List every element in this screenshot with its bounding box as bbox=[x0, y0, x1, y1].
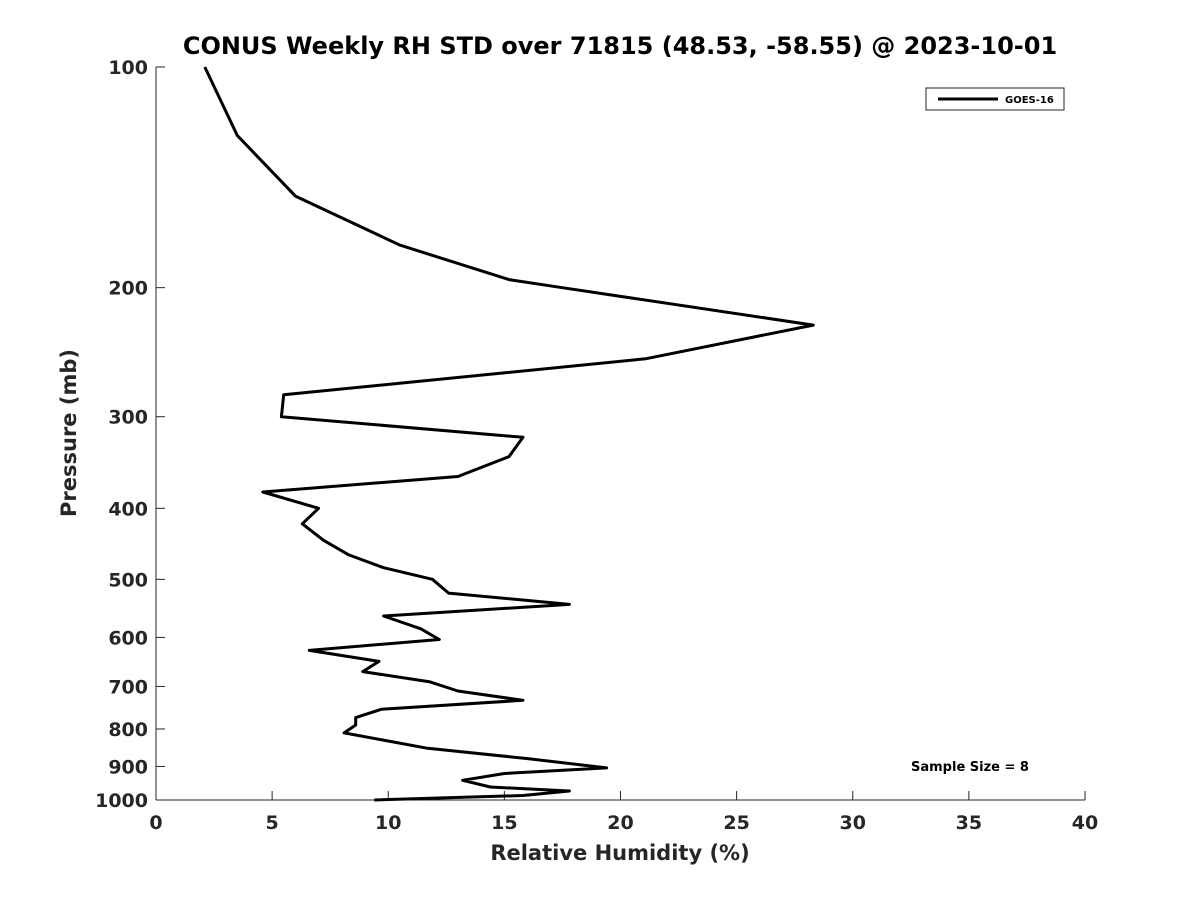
y-tick-label: 900 bbox=[108, 756, 148, 778]
x-tick-label: 30 bbox=[840, 812, 866, 834]
x-tick-label: 25 bbox=[723, 812, 749, 834]
series-line-goes-16 bbox=[203, 66, 815, 802]
x-tick-label: 5 bbox=[266, 812, 279, 834]
y-tick-label: 600 bbox=[108, 627, 148, 649]
x-tick-label: 15 bbox=[491, 812, 517, 834]
y-tick-label: 1000 bbox=[95, 790, 148, 812]
y-tick-label: 400 bbox=[108, 498, 148, 520]
y-tick-label: 300 bbox=[108, 407, 148, 429]
x-tick-label: 35 bbox=[956, 812, 982, 834]
x-tick-label: 0 bbox=[149, 812, 162, 834]
legend-label-goes-16: GOES-16 bbox=[1005, 95, 1054, 106]
y-tick-label: 100 bbox=[108, 57, 148, 79]
y-tick-label: 800 bbox=[108, 719, 148, 741]
x-tick-label: 40 bbox=[1072, 812, 1098, 834]
y-tick-label: 700 bbox=[108, 676, 148, 698]
y-tick-label: 500 bbox=[108, 569, 148, 591]
ticks: 0 5 10 15 20 25 30 35 40 100 200 300 400 500 600 700 800… bbox=[95, 57, 1098, 834]
x-tick-label: 20 bbox=[607, 812, 633, 834]
x-tick-label: 10 bbox=[375, 812, 401, 834]
chart-title: CONUS Weekly RH STD over 71815 (48.53, -… bbox=[183, 32, 1057, 60]
y-tick-label: 200 bbox=[108, 278, 148, 300]
y-axis-label: Pressure (mb) bbox=[57, 349, 81, 517]
sample-size-annotation: Sample Size = 8 bbox=[911, 760, 1029, 775]
x-axis-label: Relative Humidity (%) bbox=[490, 841, 749, 865]
legend: GOES-16 bbox=[925, 87, 1065, 111]
plot-area bbox=[203, 66, 815, 802]
